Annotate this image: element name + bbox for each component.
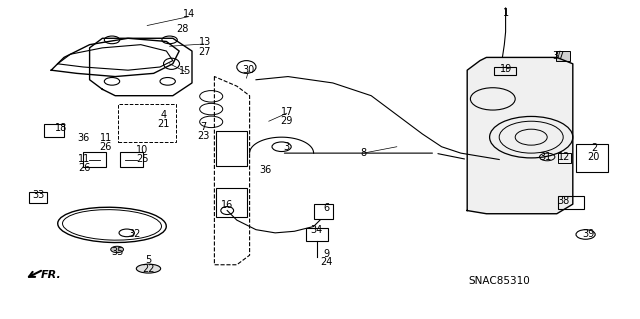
- Text: 16: 16: [221, 200, 234, 210]
- Text: 11: 11: [99, 133, 112, 143]
- Text: 3: 3: [284, 142, 290, 152]
- Text: 33: 33: [32, 190, 45, 200]
- Text: 17: 17: [280, 107, 293, 117]
- Text: 29: 29: [280, 115, 293, 126]
- Text: 27: 27: [198, 47, 211, 57]
- Text: 9: 9: [323, 249, 330, 259]
- Text: 15: 15: [179, 66, 192, 76]
- Text: 5: 5: [145, 255, 152, 265]
- Text: 14: 14: [182, 9, 195, 19]
- Text: 6: 6: [323, 203, 330, 213]
- Text: 26: 26: [99, 142, 112, 152]
- Text: 36: 36: [77, 133, 90, 143]
- Ellipse shape: [136, 264, 161, 273]
- FancyBboxPatch shape: [556, 51, 570, 61]
- Text: 39: 39: [582, 228, 595, 239]
- Text: 8: 8: [360, 148, 367, 158]
- Text: 24: 24: [320, 257, 333, 267]
- Text: 19: 19: [499, 63, 512, 74]
- Text: 11: 11: [78, 154, 91, 165]
- Text: 2: 2: [591, 143, 597, 153]
- Text: 28: 28: [176, 24, 189, 34]
- Circle shape: [111, 246, 124, 253]
- Text: 10: 10: [136, 145, 148, 155]
- Text: 1: 1: [502, 8, 509, 19]
- Text: 38: 38: [557, 196, 570, 206]
- Text: 31: 31: [539, 152, 552, 162]
- Text: 13: 13: [198, 37, 211, 47]
- Text: 35: 35: [111, 247, 124, 257]
- Text: 37: 37: [552, 51, 564, 61]
- Text: 34: 34: [310, 225, 323, 235]
- Text: 26: 26: [78, 163, 91, 174]
- Text: SNAC85310: SNAC85310: [468, 276, 530, 286]
- Text: 20: 20: [588, 152, 600, 162]
- Text: FR.: FR.: [41, 270, 61, 280]
- Text: 23: 23: [197, 131, 210, 141]
- Text: 36: 36: [259, 165, 272, 175]
- Text: 12: 12: [558, 152, 571, 162]
- Polygon shape: [467, 57, 573, 214]
- Text: 4: 4: [160, 110, 166, 120]
- Text: 22: 22: [142, 263, 155, 274]
- Text: 32: 32: [128, 228, 141, 239]
- Text: 7: 7: [200, 122, 207, 132]
- Text: 21: 21: [157, 119, 170, 129]
- Text: 25: 25: [136, 154, 148, 164]
- Text: 30: 30: [242, 65, 255, 75]
- Text: 18: 18: [54, 123, 67, 133]
